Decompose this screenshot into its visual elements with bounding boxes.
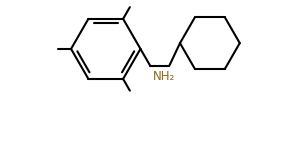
Text: NH₂: NH₂ — [153, 70, 175, 83]
